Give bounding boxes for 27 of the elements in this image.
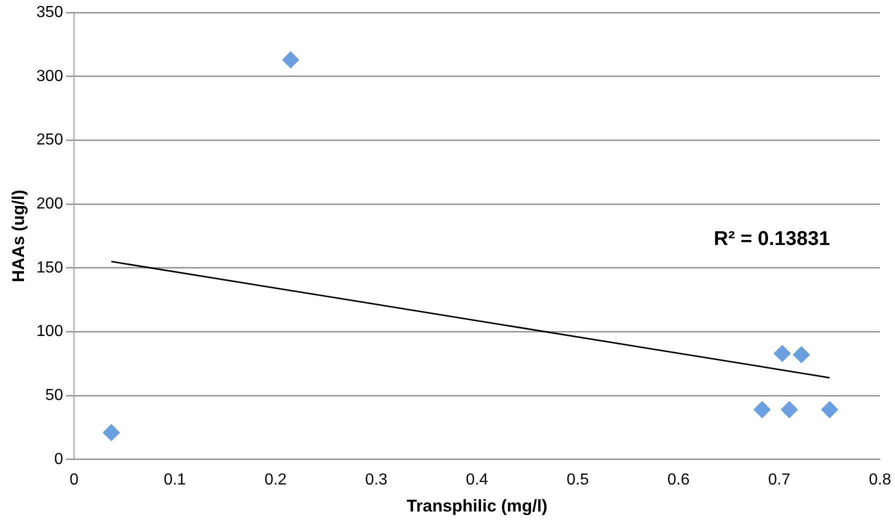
- point: [792, 346, 810, 364]
- point: [780, 401, 798, 418]
- y-tick-label: 300: [36, 68, 64, 85]
- point: [774, 344, 791, 362]
- point: [821, 401, 838, 418]
- x-tick-label: 0.6: [667, 471, 690, 488]
- point: [102, 424, 120, 442]
- x-tick-label: 0.2: [264, 471, 287, 488]
- x-tick-label: 0: [70, 471, 79, 488]
- y-tick-label: 50: [45, 386, 64, 404]
- x-tick-label: 0.3: [365, 471, 388, 488]
- y-tick-label: 200: [36, 195, 64, 212]
- x-tick-label: 0.7: [768, 471, 790, 488]
- point: [282, 51, 300, 68]
- y-axis-title: HAAs (ug/l): [8, 190, 28, 282]
- y-tick-label: 250: [36, 132, 64, 149]
- x-tick-label: 0.5: [566, 471, 590, 488]
- y-tick-label: 0: [54, 450, 64, 468]
- y-tick-label: 100: [36, 323, 64, 340]
- y-tick-label: 350: [36, 4, 64, 22]
- x-tick-label: 0.4: [466, 471, 488, 488]
- x-tick-label: 0.1: [164, 471, 186, 488]
- annotation: R² = 0.13831: [714, 228, 830, 250]
- x-axis-title: Transphilic (mg/l): [406, 496, 548, 516]
- x-tick-label: 0.8: [868, 471, 892, 488]
- y-tick-label: 150: [36, 259, 64, 276]
- point: [754, 401, 771, 418]
